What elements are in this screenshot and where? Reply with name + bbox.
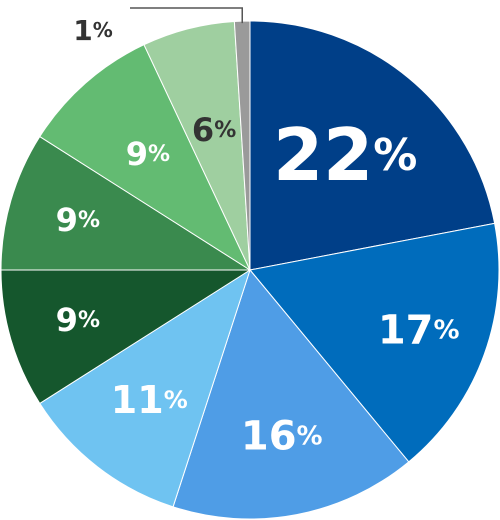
pie-slice-5	[0, 269, 252, 405]
pie-slice-6	[0, 135, 252, 271]
slice-label-6: 9%	[56, 201, 100, 239]
slice-label-1: 22%	[273, 113, 417, 197]
slice-label-5: 9%	[56, 301, 100, 339]
slice-label-8: 6%	[192, 111, 236, 149]
pie-slice-3	[172, 268, 410, 520]
slice-label-2: 17%	[378, 308, 460, 354]
pie-slice-1	[249, 20, 496, 271]
slice-label-3: 16%	[241, 413, 323, 459]
slice-label-9: 1%	[73, 14, 113, 47]
pie-slice-4	[39, 268, 251, 508]
slice-label-7: 9%	[126, 135, 170, 173]
slice-label-4: 11%	[111, 378, 188, 422]
pie-slice-2	[249, 222, 500, 463]
slice-labels: 22% 17% 16% 11% 9% 9% 9% 6% 1%	[56, 14, 460, 460]
leader-lines	[130, 7, 243, 24]
leader-line-9	[130, 7, 243, 24]
pie-slices	[0, 20, 500, 520]
pie-slice-7	[39, 44, 252, 272]
